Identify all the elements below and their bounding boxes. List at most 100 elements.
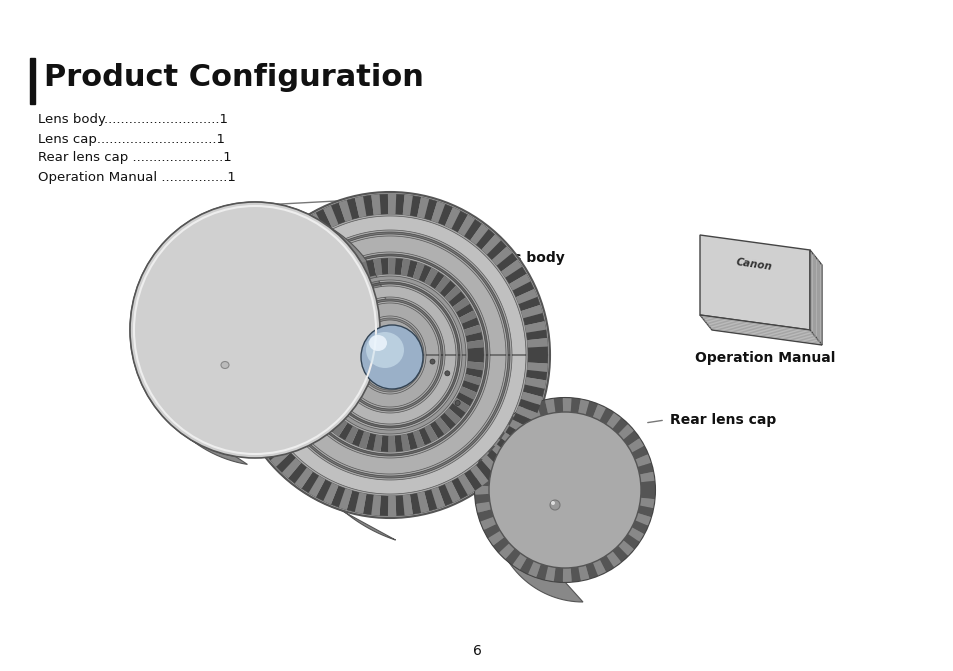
Polygon shape: [308, 301, 325, 315]
Polygon shape: [373, 435, 382, 452]
Text: Lens body: Lens body: [484, 251, 564, 265]
Polygon shape: [346, 491, 359, 512]
Polygon shape: [424, 199, 436, 221]
Polygon shape: [465, 332, 482, 342]
Polygon shape: [295, 344, 313, 352]
Polygon shape: [294, 221, 313, 242]
Polygon shape: [295, 351, 312, 359]
Polygon shape: [305, 307, 322, 321]
Polygon shape: [476, 467, 491, 478]
Polygon shape: [416, 492, 429, 513]
Polygon shape: [527, 362, 547, 372]
Polygon shape: [457, 215, 475, 236]
Polygon shape: [236, 309, 257, 322]
Polygon shape: [241, 403, 262, 417]
Polygon shape: [544, 399, 555, 414]
Polygon shape: [371, 495, 380, 515]
Polygon shape: [312, 401, 329, 416]
Polygon shape: [338, 200, 352, 221]
Polygon shape: [612, 418, 627, 434]
Text: Operation Manual: Operation Manual: [694, 351, 834, 365]
Polygon shape: [379, 194, 388, 214]
Text: Lens body............................1: Lens body............................1: [38, 113, 228, 127]
Polygon shape: [418, 265, 431, 282]
Polygon shape: [430, 421, 444, 438]
Polygon shape: [512, 554, 526, 570]
Text: Operation Manual ................1: Operation Manual ................1: [38, 170, 235, 183]
Polygon shape: [388, 436, 395, 452]
Polygon shape: [288, 463, 307, 484]
Text: Rear lens cap ......................1: Rear lens cap ......................1: [38, 152, 232, 164]
Polygon shape: [554, 568, 562, 582]
Polygon shape: [536, 564, 548, 580]
Polygon shape: [809, 250, 821, 345]
Polygon shape: [395, 258, 402, 275]
Polygon shape: [234, 317, 255, 329]
Polygon shape: [355, 493, 366, 513]
Polygon shape: [497, 253, 517, 272]
Polygon shape: [527, 403, 540, 419]
Polygon shape: [388, 258, 395, 274]
Polygon shape: [524, 321, 545, 333]
Polygon shape: [297, 328, 314, 339]
Polygon shape: [305, 389, 322, 403]
Polygon shape: [622, 534, 639, 549]
Polygon shape: [301, 472, 318, 493]
Polygon shape: [639, 498, 654, 508]
Polygon shape: [437, 204, 453, 225]
Polygon shape: [395, 194, 404, 215]
Polygon shape: [435, 417, 450, 434]
Polygon shape: [248, 278, 269, 294]
Polygon shape: [492, 444, 512, 464]
Polygon shape: [331, 486, 345, 507]
Polygon shape: [358, 261, 370, 278]
Polygon shape: [301, 217, 318, 238]
Polygon shape: [388, 496, 395, 516]
Polygon shape: [476, 460, 495, 481]
Ellipse shape: [360, 325, 422, 389]
Polygon shape: [562, 568, 571, 582]
Polygon shape: [260, 256, 281, 274]
Polygon shape: [578, 399, 589, 415]
Polygon shape: [233, 374, 254, 384]
Polygon shape: [400, 434, 410, 451]
Polygon shape: [244, 285, 265, 301]
Polygon shape: [512, 281, 534, 297]
Polygon shape: [627, 527, 643, 541]
Polygon shape: [453, 297, 469, 312]
Polygon shape: [618, 540, 634, 556]
Polygon shape: [271, 244, 291, 263]
Polygon shape: [232, 351, 252, 359]
Polygon shape: [562, 398, 571, 412]
Polygon shape: [233, 333, 253, 344]
Polygon shape: [130, 202, 385, 464]
Polygon shape: [493, 537, 509, 553]
Polygon shape: [352, 429, 364, 446]
Polygon shape: [371, 195, 380, 215]
Polygon shape: [402, 495, 413, 515]
Polygon shape: [476, 229, 495, 250]
Polygon shape: [637, 505, 653, 517]
Polygon shape: [275, 453, 295, 472]
Polygon shape: [493, 427, 509, 443]
Text: Product Configuration: Product Configuration: [44, 64, 423, 93]
Polygon shape: [483, 442, 499, 456]
Ellipse shape: [444, 371, 450, 376]
Polygon shape: [464, 470, 481, 491]
Polygon shape: [355, 318, 423, 392]
Polygon shape: [605, 551, 620, 567]
Polygon shape: [486, 450, 506, 470]
Polygon shape: [265, 442, 285, 460]
Polygon shape: [424, 425, 437, 442]
Polygon shape: [458, 386, 476, 399]
Ellipse shape: [455, 401, 459, 405]
Polygon shape: [282, 231, 301, 252]
Polygon shape: [622, 431, 639, 446]
Polygon shape: [509, 274, 530, 291]
Polygon shape: [424, 268, 437, 285]
Ellipse shape: [475, 398, 655, 582]
Polygon shape: [323, 205, 338, 227]
Polygon shape: [294, 468, 313, 488]
Polygon shape: [430, 272, 444, 289]
Ellipse shape: [430, 359, 435, 364]
